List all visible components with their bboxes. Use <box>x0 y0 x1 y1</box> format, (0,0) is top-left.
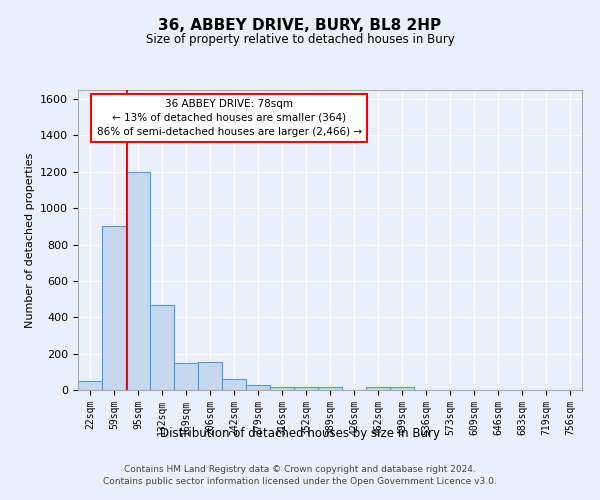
Y-axis label: Number of detached properties: Number of detached properties <box>25 152 35 328</box>
Text: 36, ABBEY DRIVE, BURY, BL8 2HP: 36, ABBEY DRIVE, BURY, BL8 2HP <box>158 18 442 32</box>
Bar <box>222 379 246 390</box>
Bar <box>150 304 174 390</box>
Bar <box>366 388 390 390</box>
Bar <box>318 388 342 390</box>
Bar <box>78 381 102 390</box>
Text: Distribution of detached houses by size in Bury: Distribution of detached houses by size … <box>160 428 440 440</box>
Text: Contains public sector information licensed under the Open Government Licence v3: Contains public sector information licen… <box>103 478 497 486</box>
Bar <box>198 362 222 390</box>
Bar <box>390 388 414 390</box>
Text: 36 ABBEY DRIVE: 78sqm
← 13% of detached houses are smaller (364)
86% of semi-det: 36 ABBEY DRIVE: 78sqm ← 13% of detached … <box>97 99 362 137</box>
Bar <box>126 172 150 390</box>
Text: Size of property relative to detached houses in Bury: Size of property relative to detached ho… <box>146 32 454 46</box>
Text: Contains HM Land Registry data © Crown copyright and database right 2024.: Contains HM Land Registry data © Crown c… <box>124 465 476 474</box>
Bar <box>174 362 198 390</box>
Bar <box>102 226 126 390</box>
Bar <box>270 388 294 390</box>
Bar <box>246 384 270 390</box>
Bar <box>294 388 318 390</box>
